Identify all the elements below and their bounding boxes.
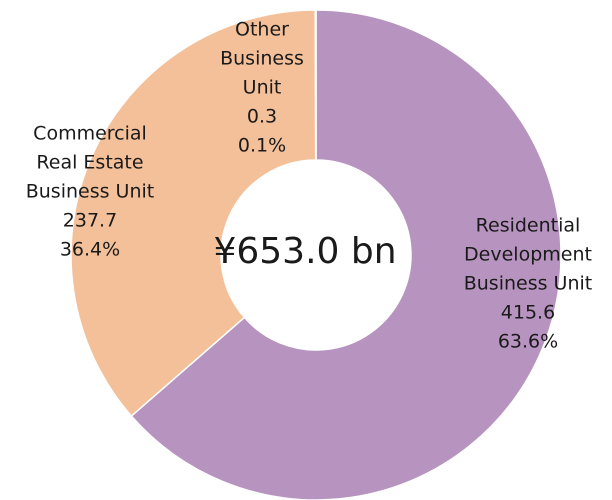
wedges <box>70 9 562 500</box>
percentage-label: 0.1% <box>238 135 286 157</box>
percentage-label: 36.4% <box>60 239 120 261</box>
wedge <box>130 9 562 500</box>
value-label: 415.6 <box>501 302 555 324</box>
category-label: Other <box>235 19 289 41</box>
category-label: Business <box>220 48 304 70</box>
center-label: ¥653.0 bn <box>213 231 396 272</box>
category-label: Business Unit <box>26 181 155 203</box>
category-label: Real Estate <box>36 152 143 174</box>
category-label: Commercial <box>33 123 147 145</box>
value-label: 237.7 <box>63 210 117 232</box>
category-label: Unit <box>243 77 282 99</box>
wedge <box>314 9 317 161</box>
category-label: Business Unit <box>464 273 593 295</box>
value-label: 0.3 <box>247 106 277 128</box>
category-label: Residential <box>476 215 581 237</box>
wedge <box>70 9 317 418</box>
category-label: Development <box>464 244 592 266</box>
percentage-label: 63.6% <box>498 331 558 353</box>
